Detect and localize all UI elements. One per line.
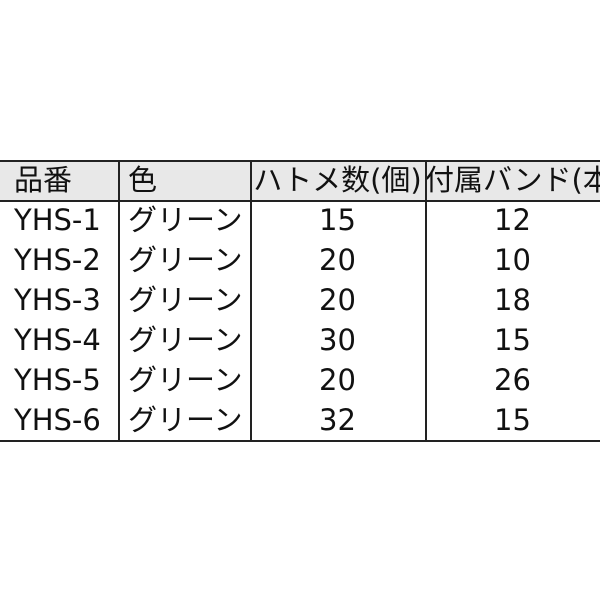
header-cell: 品番 (14, 163, 73, 197)
table-cell: 10 (494, 243, 531, 277)
table-cell: YHS-5 (14, 363, 101, 397)
header-background (0, 160, 600, 200)
table-cell: YHS-1 (14, 203, 101, 237)
table-cell: 26 (494, 363, 531, 397)
table-cell: 32 (319, 403, 356, 437)
table-cell: 20 (319, 283, 356, 317)
column-divider (250, 160, 252, 440)
table-cell: 18 (494, 283, 531, 317)
table-cell: グリーン (128, 363, 243, 397)
table-cell: 20 (319, 243, 356, 277)
table-cell: 12 (494, 203, 531, 237)
column-divider (118, 160, 120, 440)
header-cell: 付属バンド(本) (425, 163, 600, 197)
table-cell: 15 (494, 323, 531, 357)
table-cell: グリーン (128, 283, 243, 317)
table-cell: 15 (494, 403, 531, 437)
table-cell: YHS-4 (14, 323, 101, 357)
table-cell: グリーン (128, 403, 243, 437)
table-cell: YHS-3 (14, 283, 101, 317)
header-border (0, 200, 600, 202)
header-cell: 色 (128, 163, 158, 197)
table-cell: YHS-2 (14, 243, 101, 277)
table-cell: グリーン (128, 243, 243, 277)
table-cell: 20 (319, 363, 356, 397)
table-cell: 15 (319, 203, 356, 237)
table-cell: YHS-6 (14, 403, 101, 437)
table-cell: グリーン (128, 203, 243, 237)
table-cell: グリーン (128, 323, 243, 357)
column-divider (425, 160, 427, 440)
bottom-border (0, 440, 600, 442)
table-cell: 30 (319, 323, 356, 357)
header-cell: ハトメ数(個) (253, 163, 422, 197)
top-border (0, 160, 600, 162)
